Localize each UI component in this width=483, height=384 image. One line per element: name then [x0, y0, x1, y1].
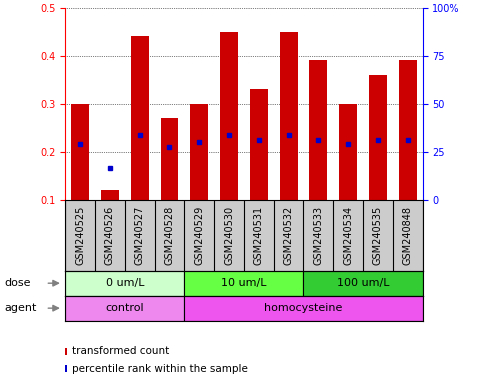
Text: 10 um/L: 10 um/L — [221, 278, 267, 288]
Text: agent: agent — [5, 303, 37, 313]
Text: GSM240525: GSM240525 — [75, 205, 85, 265]
Text: 100 um/L: 100 um/L — [337, 278, 389, 288]
Bar — [101, 190, 119, 200]
Bar — [71, 104, 89, 200]
Bar — [280, 32, 298, 200]
Bar — [399, 61, 417, 200]
Bar — [65, 296, 185, 321]
Text: 0 um/L: 0 um/L — [105, 278, 144, 288]
Text: GSM240531: GSM240531 — [254, 206, 264, 265]
Text: GSM240528: GSM240528 — [164, 205, 174, 265]
Text: GSM240530: GSM240530 — [224, 206, 234, 265]
Text: GSM240534: GSM240534 — [343, 206, 353, 265]
Text: GSM240527: GSM240527 — [135, 205, 145, 265]
Bar — [220, 32, 238, 200]
Bar — [65, 271, 185, 296]
Text: dose: dose — [5, 278, 31, 288]
Text: GSM240526: GSM240526 — [105, 205, 115, 265]
Bar — [185, 271, 303, 296]
Text: GSM240535: GSM240535 — [373, 205, 383, 265]
Bar — [369, 75, 387, 200]
Bar — [185, 296, 423, 321]
Bar — [303, 271, 423, 296]
Text: GSM240529: GSM240529 — [194, 205, 204, 265]
Text: percentile rank within the sample: percentile rank within the sample — [72, 364, 248, 374]
Text: control: control — [105, 303, 144, 313]
Bar — [250, 89, 268, 200]
Text: GSM240848: GSM240848 — [403, 206, 413, 265]
Bar — [160, 118, 178, 200]
Bar — [131, 36, 149, 200]
Text: transformed count: transformed count — [72, 346, 170, 356]
Text: homocysteine: homocysteine — [264, 303, 342, 313]
Text: GSM240532: GSM240532 — [284, 205, 294, 265]
Bar — [310, 61, 327, 200]
Bar — [190, 104, 208, 200]
Text: GSM240533: GSM240533 — [313, 206, 324, 265]
Bar — [339, 104, 357, 200]
